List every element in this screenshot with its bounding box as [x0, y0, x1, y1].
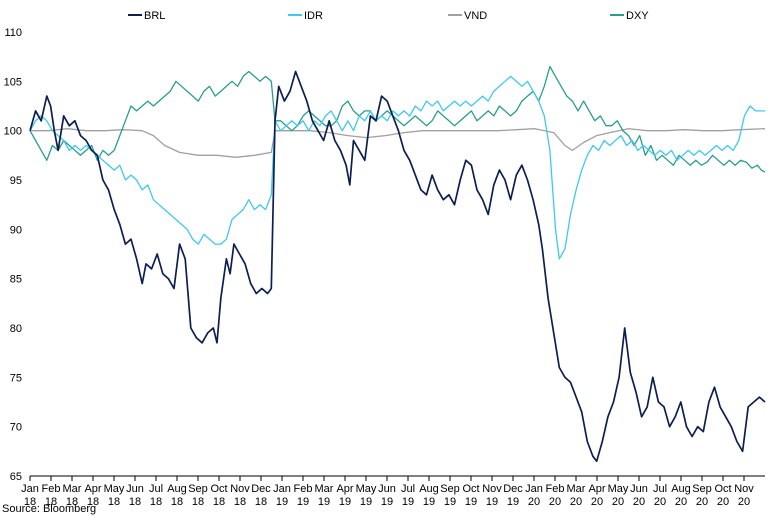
x-tick-year: 19 [444, 496, 456, 508]
x-tick-year: 20 [570, 496, 582, 508]
x-tick-month: Jan [21, 483, 39, 495]
series-line-brl [29, 70, 766, 463]
x-axis: Jan18Feb18Mar18Apr18May18Jun18Jul18Aug18… [21, 475, 765, 508]
x-tick-year: 18 [45, 496, 57, 508]
x-tick-month: Aug [167, 483, 187, 495]
x-tick-year: 19 [339, 496, 351, 508]
x-tick-month: Mar [315, 483, 334, 495]
legend: BRL IDR VND DXY [128, 10, 649, 22]
x-tick-year: 18 [213, 496, 225, 508]
x-tick-month: Apr [588, 483, 605, 495]
x-tick-month: Aug [419, 483, 439, 495]
x-tick-month: Apr [336, 483, 353, 495]
x-tick-month: Nov [734, 483, 754, 495]
series-line-idr [29, 75, 765, 260]
x-tick-month: Jan [525, 483, 543, 495]
legend-label-dxy: DXY [626, 10, 649, 22]
y-tick-label: 85 [10, 274, 22, 286]
x-tick-year: 20 [591, 496, 603, 508]
source-note: Source: Bloomberg [2, 503, 97, 515]
x-tick-year: 20 [675, 496, 687, 508]
x-tick-month: Jan [273, 483, 291, 495]
x-tick-year: 20 [738, 496, 750, 508]
x-tick-month: May [104, 483, 125, 495]
x-tick-month: Sep [692, 483, 712, 495]
x-tick-year: 20 [549, 496, 561, 508]
x-tick-month: Sep [188, 483, 208, 495]
x-tick-month: Oct [462, 483, 479, 495]
x-tick-year: 18 [192, 496, 204, 508]
y-tick-label: 80 [10, 323, 22, 335]
x-tick-month: Sep [440, 483, 460, 495]
x-tick-month: Jun [630, 483, 648, 495]
x-tick-year: 19 [486, 496, 498, 508]
y-tick-label: 70 [10, 422, 22, 434]
x-tick-year: 20 [633, 496, 645, 508]
x-tick-month: Dec [251, 483, 271, 495]
x-tick-month: Feb [546, 483, 565, 495]
x-tick-year: 18 [171, 496, 183, 508]
x-tick-year: 19 [381, 496, 393, 508]
x-tick-month: Mar [567, 483, 586, 495]
y-tick-label: 75 [10, 372, 22, 384]
x-tick-year: 19 [507, 496, 519, 508]
x-tick-month: May [356, 483, 377, 495]
x-tick-year: 18 [87, 496, 99, 508]
x-tick-year: 20 [612, 496, 624, 508]
y-axis: 65 70 75 80 85 90 95 100 105 110 [4, 27, 22, 483]
x-tick-month: Oct [714, 483, 731, 495]
legend-label-idr: IDR [304, 10, 323, 22]
x-tick-month: Apr [84, 483, 101, 495]
x-tick-year: 18 [66, 496, 78, 508]
series-line-vnd [30, 128, 766, 158]
x-tick-year: 18 [150, 496, 162, 508]
x-tick-year: 19 [360, 496, 372, 508]
x-tick-year: 18 [108, 496, 120, 508]
x-tick-month: May [608, 483, 629, 495]
legend-label-vnd: VND [464, 10, 487, 22]
x-tick-month: Aug [671, 483, 691, 495]
x-tick-month: Jul [149, 483, 163, 495]
x-tick-year: 19 [318, 496, 330, 508]
x-tick-year: 19 [297, 496, 309, 508]
x-tick-month: Dec [503, 483, 523, 495]
x-tick-year: 20 [717, 496, 729, 508]
x-tick-month: Oct [210, 483, 227, 495]
x-tick-year: 18 [24, 496, 36, 508]
x-tick-month: Jun [126, 483, 144, 495]
y-tick-label: 65 [10, 471, 22, 483]
x-tick-month: Mar [63, 483, 82, 495]
x-tick-year: 18 [129, 496, 141, 508]
x-tick-year: 20 [654, 496, 666, 508]
y-tick-label: 90 [10, 224, 22, 236]
x-tick-year: 19 [465, 496, 477, 508]
series-line-dxy [29, 65, 766, 173]
x-tick-month: Nov [230, 483, 250, 495]
y-tick-label: 95 [10, 175, 22, 187]
x-tick-month: Jul [401, 483, 415, 495]
x-tick-year: 19 [402, 496, 414, 508]
x-tick-year: 18 [234, 496, 246, 508]
x-tick-month: Feb [294, 483, 313, 495]
x-tick-month: Feb [42, 483, 61, 495]
y-tick-label: 100 [4, 126, 22, 138]
x-tick-month: Jul [653, 483, 667, 495]
y-tick-label: 110 [4, 27, 22, 39]
x-tick-year: 20 [696, 496, 708, 508]
x-tick-month: Jun [378, 483, 396, 495]
x-tick-year: 20 [528, 496, 540, 508]
x-tick-year: 19 [276, 496, 288, 508]
x-tick-year: 18 [255, 496, 267, 508]
x-tick-month: Nov [482, 483, 502, 495]
y-tick-label: 105 [4, 76, 22, 88]
x-tick-year: 19 [423, 496, 435, 508]
series-lines [29, 65, 766, 463]
legend-label-brl: BRL [144, 10, 165, 22]
